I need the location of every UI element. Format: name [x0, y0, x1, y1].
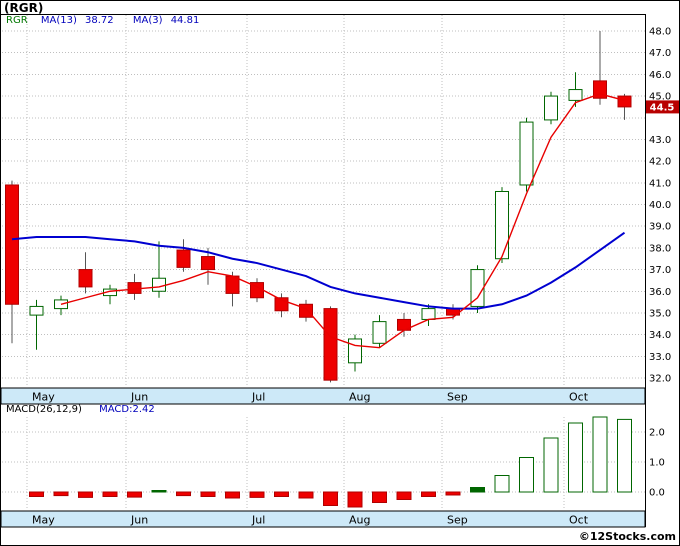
svg-text:Oct: Oct [569, 391, 589, 404]
svg-text:34.0: 34.0 [649, 330, 671, 341]
watermark: ©12Stocks.com [578, 530, 676, 543]
legend-ma13-label: MA(13) [40, 15, 77, 26]
svg-text:44.5: 44.5 [650, 102, 675, 113]
svg-text:35.0: 35.0 [649, 308, 671, 319]
svg-text:39.0: 39.0 [649, 222, 671, 233]
legend-symbol: RGR [6, 15, 28, 26]
svg-text:41.0: 41.0 [649, 178, 671, 189]
svg-text:Sep: Sep [447, 514, 468, 527]
svg-text:47.0: 47.0 [649, 48, 671, 59]
svg-text:Sep: Sep [447, 391, 468, 404]
last-price-badge: 44.5 [646, 100, 679, 114]
svg-text:48.0: 48.0 [649, 27, 671, 38]
svg-text:43.0: 43.0 [649, 135, 671, 146]
svg-text:Aug: Aug [349, 514, 370, 527]
svg-text:0.0: 0.0 [649, 488, 665, 499]
legend-ma3-label: MA(3) [132, 15, 163, 26]
svg-text:33.0: 33.0 [649, 352, 671, 363]
svg-text:Jul: Jul [251, 514, 265, 527]
svg-text:42.0: 42.0 [649, 157, 671, 168]
macd-value-label: MACD:2.42 [99, 404, 155, 415]
ma13-line [11, 231, 626, 310]
svg-text:Jun: Jun [130, 514, 148, 527]
svg-text:38.0: 38.0 [649, 243, 671, 254]
symbol-title: (RGR) [4, 1, 44, 15]
svg-text:2.0: 2.0 [649, 428, 665, 439]
price-axis-labels: 48.0 47.0 46.0 45.0 43.0 42.0 41.0 40.0 39.0 38.0… [649, 27, 671, 499]
svg-text:36.0: 36.0 [649, 287, 671, 298]
legend-ma13-value: 38.72 [85, 15, 114, 26]
svg-text:40.0: 40.0 [649, 200, 671, 211]
svg-text:Oct: Oct [569, 514, 589, 527]
svg-text:Jul: Jul [251, 391, 265, 404]
svg-text:Aug: Aug [349, 391, 370, 404]
price-legend: RGR MA(13) 38.72 MA(3) 44.81 [6, 15, 215, 26]
svg-text:45.0: 45.0 [649, 92, 671, 103]
macd-params-label: MACD(26,12,9) [6, 404, 82, 415]
svg-text:1.0: 1.0 [649, 458, 665, 469]
svg-text:May: May [32, 514, 55, 527]
svg-text:46.0: 46.0 [649, 70, 671, 81]
macd-legend: MACD(26,12,9) MACD:2.42 [6, 404, 155, 415]
svg-text:37.0: 37.0 [649, 265, 671, 276]
svg-text:May: May [32, 391, 55, 404]
macd-histogram [29, 416, 632, 508]
month-labels: May May Jun Jun Jul Jul Aug Aug Sep Sep Oct Oct [32, 391, 589, 527]
ma3-line [60, 93, 625, 349]
legend-ma3-value: 44.81 [170, 15, 200, 26]
svg-text:32.0: 32.0 [649, 374, 671, 385]
svg-text:Jun: Jun [130, 391, 148, 404]
